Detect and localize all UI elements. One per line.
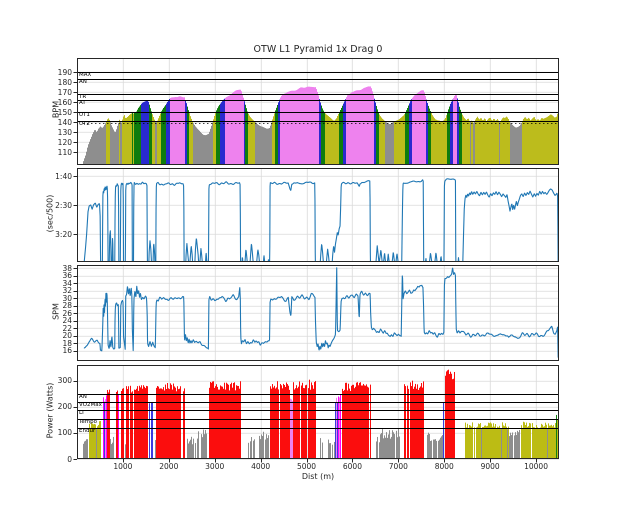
- zone-label: AN: [79, 79, 87, 85]
- y-tick-label: 110: [57, 147, 72, 157]
- y-tick-label: 30: [62, 293, 72, 303]
- y-tick-label: 160: [57, 97, 72, 107]
- x-tick-label: 8000: [434, 462, 454, 471]
- y-tick-label: 26: [62, 308, 72, 318]
- y-tick-label: 1:40: [55, 171, 72, 181]
- zone-label: AN: [79, 393, 87, 400]
- y-tick-label: 300: [57, 376, 72, 386]
- zone-label: Endur: [79, 428, 96, 435]
- x-tick-label: 4000: [251, 462, 271, 471]
- y-tick-label: 150: [57, 107, 72, 117]
- x-axis-label: Dist (m): [301, 472, 335, 481]
- y-tick-label: 170: [57, 87, 72, 97]
- y-tick-label: 18: [62, 338, 72, 348]
- y-tick-label: 38: [62, 263, 72, 273]
- y-tick-label: 140: [57, 117, 72, 127]
- y-tick-label: 32: [62, 286, 72, 296]
- x-tick-label: 5000: [296, 462, 317, 471]
- zone-label: UT2: [79, 121, 90, 127]
- y-tick-label: 20: [62, 331, 72, 341]
- x-tick-label: 2000: [159, 462, 179, 471]
- zone-label: VO2Max: [79, 401, 102, 408]
- y-tick-label: 190: [57, 67, 72, 77]
- y-tick-label: 130: [57, 127, 72, 137]
- x-tick-label: 1000: [113, 462, 133, 471]
- x-tick-label: 10000: [524, 462, 548, 471]
- zone-label: MAX: [79, 72, 92, 78]
- y-tick-label: 24: [62, 316, 72, 326]
- y-tick-label: 16: [62, 346, 72, 356]
- y-tick-label: 36: [62, 271, 72, 281]
- y-tick-label: 34: [62, 278, 72, 288]
- y-tick-label: 22: [62, 323, 72, 333]
- zone-label: Tempo: [79, 418, 98, 425]
- zone-label: LT: [79, 409, 85, 416]
- zone-label: AT: [79, 100, 86, 106]
- x-tick-label: 7000: [388, 462, 408, 471]
- y-tick-label: 0: [67, 454, 72, 464]
- x-tick-label: 9000: [480, 462, 500, 471]
- y-tick-label: 200: [57, 402, 72, 412]
- y-tick-label: 28: [62, 301, 72, 311]
- chart-title: OTW L1 Pyramid 1x Drag 0: [253, 44, 383, 55]
- y-tick-label: 120: [57, 137, 72, 147]
- zone-label: TR: [79, 94, 87, 100]
- y-tick-label: 180: [57, 77, 72, 87]
- y-tick-label: 2:30: [55, 200, 72, 210]
- x-tick-label: 3000: [205, 462, 225, 471]
- y-tick-label: 100: [57, 428, 72, 438]
- x-tick-label: 6000: [342, 462, 362, 471]
- zone-label: UT1: [79, 112, 90, 118]
- y-tick-label: 3:20: [55, 229, 72, 239]
